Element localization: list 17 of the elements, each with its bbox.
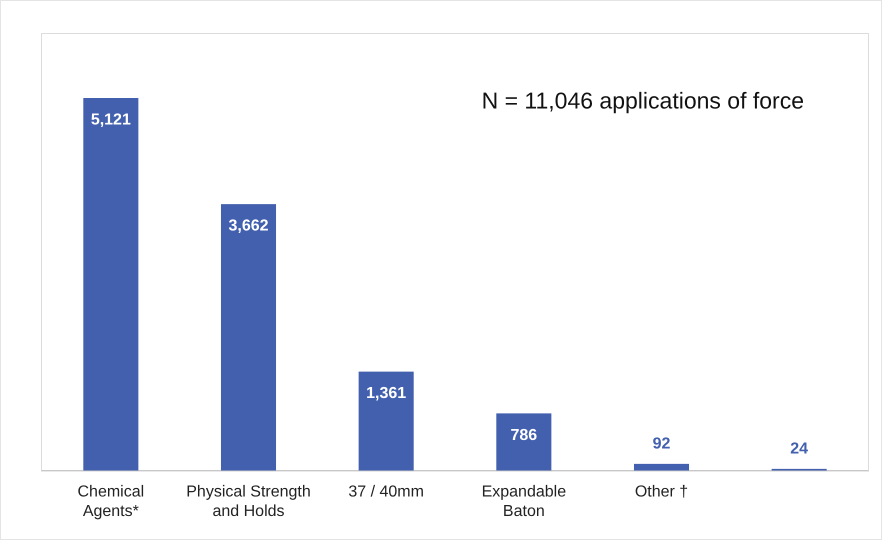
- x-tick-label: Expandable Baton: [482, 484, 566, 520]
- data-label: 1,361: [366, 384, 406, 402]
- x-tick-label: Chemical Agents*: [77, 484, 144, 520]
- bar: [83, 98, 138, 471]
- x-tick-label: Other †: [634, 484, 688, 501]
- bar: [220, 204, 276, 471]
- annotation: N = 11,046 applications of force: [482, 87, 804, 114]
- bar: [496, 413, 552, 471]
- data-label: 3,662: [228, 218, 269, 235]
- data-label: 24: [790, 440, 808, 458]
- bar: [634, 464, 690, 471]
- data-label: 786: [510, 426, 538, 444]
- data-label: 5,121: [90, 111, 131, 128]
- x-tick-label: 37 / 40mm: [348, 484, 424, 501]
- bar: [358, 372, 414, 471]
- data-label: 92: [652, 435, 670, 452]
- x-tick-label: Physical Strength and Holds: [186, 484, 311, 520]
